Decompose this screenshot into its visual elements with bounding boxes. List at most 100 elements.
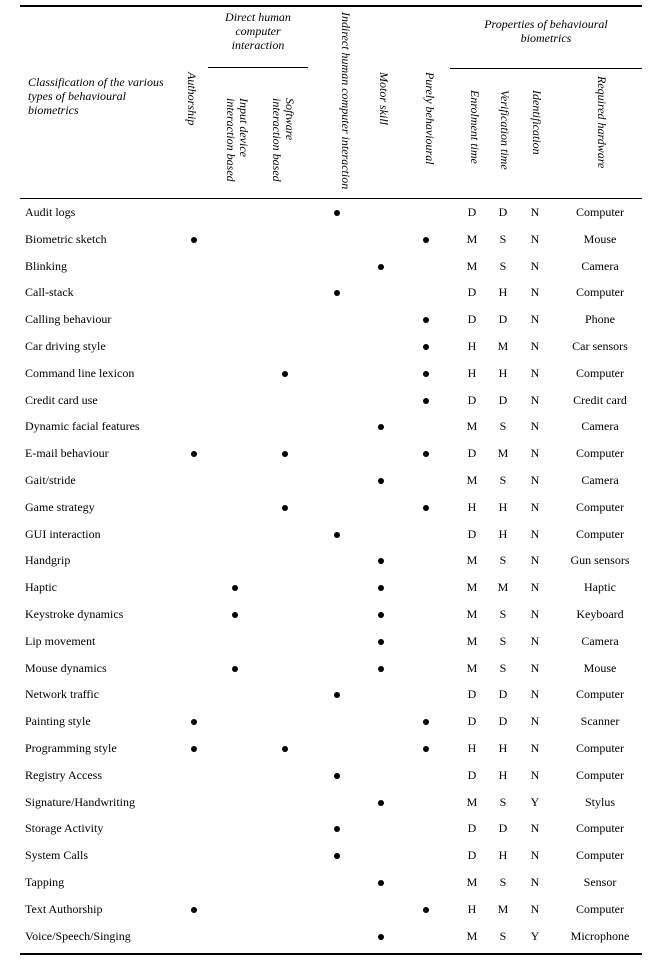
cell-enrol: H [467, 365, 477, 380]
bullet-motor [378, 424, 384, 431]
cell-verif: S [499, 231, 507, 246]
row-name: Audit logs [25, 205, 76, 219]
table-row: Car driving style H M N Car sensors [20, 334, 642, 361]
col-header-verification: Verification time [498, 90, 512, 170]
cell-enrol: M [466, 633, 478, 648]
bullet-software [282, 746, 288, 752]
cell-ident: N [530, 553, 540, 568]
bullet-motor [378, 478, 384, 484]
cell-hw: Computer [576, 687, 624, 702]
cell-verif: S [499, 875, 507, 889]
table-row: Gait/stride M S N Camera [20, 468, 642, 495]
bullet-motor [378, 665, 384, 672]
bullet-indirect [334, 531, 340, 538]
cell-ident: N [530, 446, 540, 461]
row-name: Game strategy [25, 499, 95, 514]
cell-enrol: D [467, 205, 477, 219]
table-row: Tapping M S N Sensor [20, 870, 642, 897]
row-name: Keystroke dynamics [25, 607, 124, 621]
cell-enrol: D [467, 526, 477, 541]
cell-hw: Camera [581, 633, 619, 648]
cell-enrol: D [467, 446, 477, 461]
cell-verif: D [498, 821, 508, 836]
table-row: Registry Access D H N Computer [20, 763, 642, 790]
bullet-purely [423, 344, 429, 350]
cell-verif: M [497, 339, 509, 353]
row-name: GUI interaction [25, 526, 101, 541]
col-header-purely: Purely behavioural [423, 72, 437, 165]
cell-hw: Computer [576, 285, 624, 300]
cell-verif: H [498, 741, 508, 755]
col-header-input-device: Input device interaction based [224, 98, 251, 182]
table-row: Handgrip M S N Gun sensors [20, 548, 642, 575]
cell-verif: S [499, 473, 507, 487]
cell-ident: N [530, 821, 540, 836]
table-row: GUI interaction D H N Computer [20, 522, 642, 549]
bullet-purely [423, 370, 429, 377]
cell-ident: N [530, 365, 540, 380]
bullet-purely [423, 906, 429, 913]
cell-verif: S [499, 258, 507, 273]
bullet-motor [378, 558, 384, 565]
cell-verif: S [499, 660, 507, 675]
bullet-indirect [334, 772, 340, 779]
cell-hw: Phone [585, 312, 615, 327]
cell-hw: Gun sensors [570, 553, 630, 568]
cell-hw: Computer [576, 848, 624, 863]
cell-ident: N [530, 767, 540, 782]
row-name: Painting style [25, 714, 91, 729]
col-header-hardware: Required hardware [595, 76, 609, 169]
table-row: Text Authorship H M N Computer [20, 897, 642, 924]
cell-enrol: D [467, 821, 477, 836]
row-name: E-mail behaviour [25, 446, 109, 461]
table-row: Audit logs D D N Computer [20, 200, 642, 227]
table-row: Programming style H H N Computer [20, 736, 642, 763]
cell-hw: Stylus [584, 794, 615, 809]
cell-verif: S [499, 419, 507, 434]
cell-enrol: D [467, 687, 477, 702]
cell-hw: Credit card [573, 392, 627, 407]
bullet-purely [423, 746, 429, 752]
cell-verif: S [499, 633, 507, 648]
cell-ident: N [530, 580, 540, 595]
bullet-input_device [232, 665, 238, 672]
bullet-authorship [191, 451, 197, 458]
cell-verif: M [497, 580, 509, 595]
classification-header: Classification of the various types of b… [28, 75, 164, 117]
cell-hw: Microphone [570, 928, 630, 943]
cell-ident: N [530, 473, 540, 487]
cell-hw: Sensor [583, 875, 617, 889]
table-row: Calling behaviour D D N Phone [20, 307, 642, 334]
cell-hw: Camera [581, 473, 619, 487]
cell-ident: N [530, 901, 540, 916]
top-rule [20, 5, 642, 7]
cell-ident: N [530, 392, 540, 407]
row-name: Biometric sketch [25, 231, 107, 246]
cell-hw: Computer [576, 499, 624, 514]
table-row: Call-stack D H N Computer [20, 280, 642, 307]
cell-enrol: M [466, 875, 478, 889]
row-name: Programming style [25, 741, 117, 755]
cell-ident: N [530, 633, 540, 648]
cell-ident: Y [530, 794, 540, 809]
col-header-enrolment: Enrolment time [468, 90, 482, 164]
table-row: Network traffic D D N Computer [20, 682, 642, 709]
cell-verif: S [499, 928, 507, 943]
cell-ident: N [530, 714, 540, 729]
cell-enrol: H [467, 339, 477, 353]
bullet-motor [378, 638, 384, 645]
cell-enrol: M [466, 473, 478, 487]
cell-hw: Computer [576, 526, 624, 541]
row-name: Command line lexicon [25, 365, 135, 380]
cell-ident: N [530, 660, 540, 675]
cell-verif: D [498, 392, 508, 407]
table-row: Blinking M S N Camera [20, 254, 642, 281]
cell-enrol: M [466, 794, 478, 809]
bottom-rule [20, 953, 642, 955]
row-name: Handgrip [25, 553, 71, 568]
bullet-motor [378, 612, 384, 618]
bullet-authorship [191, 746, 197, 752]
cell-enrol: D [467, 285, 477, 300]
cell-ident: N [530, 419, 540, 434]
cell-ident: Y [530, 928, 540, 943]
